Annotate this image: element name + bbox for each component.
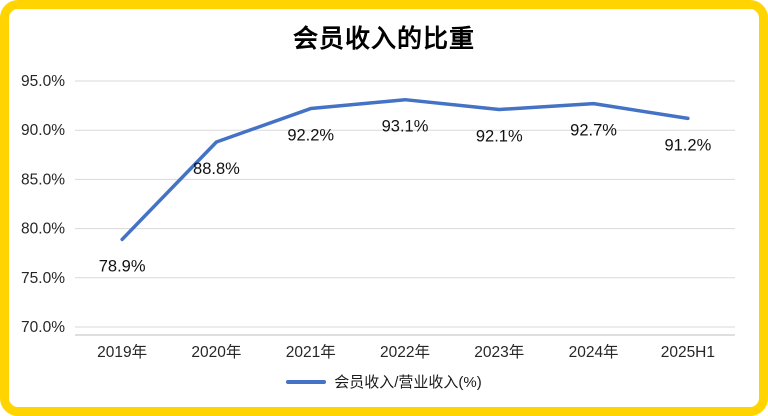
- x-tick-label: 2023年: [474, 343, 524, 361]
- y-tick-label: 85.0%: [21, 171, 65, 188]
- y-tick-label: 95.0%: [21, 73, 65, 90]
- data-label: 92.1%: [476, 128, 523, 146]
- data-label: 92.7%: [570, 122, 617, 140]
- data-label: 78.9%: [99, 257, 146, 275]
- legend-line-marker: [286, 379, 327, 384]
- data-label: 92.2%: [287, 127, 334, 145]
- x-tick-label: 2024年: [569, 343, 619, 361]
- y-tick-label: 80.0%: [21, 221, 65, 238]
- data-label: 93.1%: [382, 118, 429, 136]
- series-line: [120, 97, 690, 242]
- x-tick-label: 2019年: [97, 343, 147, 361]
- x-tick-label: 2020年: [191, 343, 241, 361]
- y-tick-label: 90.0%: [21, 122, 65, 139]
- y-tick-label: 70.0%: [21, 319, 65, 336]
- data-label: 88.8%: [193, 160, 240, 178]
- legend-label: 会员收入/营业收入(%): [334, 374, 482, 391]
- data-label: 91.2%: [664, 136, 711, 154]
- x-tick-label: 2025H1: [661, 344, 715, 361]
- x-tick-label: 2021年: [286, 343, 336, 361]
- x-tick-label: 2022年: [380, 343, 430, 361]
- y-tick-label: 75.0%: [21, 270, 65, 287]
- chart-title: 会员收入的比重: [292, 25, 475, 53]
- line-chart-svg: 95.0% 90.0% 85.0% 80.0% 75.0% 70.0% 2019年 2020年…: [21, 73, 735, 361]
- legend: 会员收入/营业收入(%): [9, 371, 759, 392]
